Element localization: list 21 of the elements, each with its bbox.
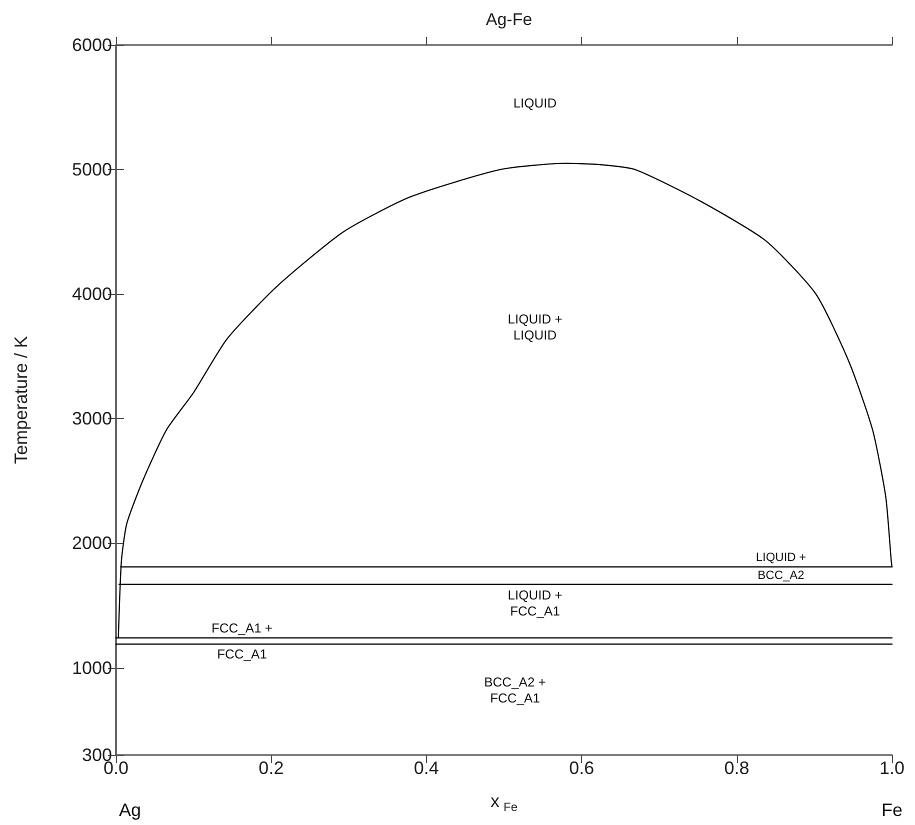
annotation: BCC_A2 + FCC_A1 (484, 674, 546, 706)
y-tick-label: 4000 (72, 284, 112, 304)
annotation: LIQUID + FCC_A1 (508, 588, 562, 618)
annotation: LIQUID + BCC_A2 (756, 550, 806, 582)
text: Fe (881, 800, 903, 820)
x-tick-label: 0.2 (258, 758, 284, 778)
x-tick-label: 0.4 (414, 758, 439, 778)
annotation: LIQUID (513, 96, 557, 110)
y-tick-label: 1000 (72, 658, 112, 678)
y-tick-label: 2000 (72, 533, 112, 554)
annotation: LIQUID + LIQUID (508, 312, 562, 342)
y-tick-label: 6000 (72, 35, 112, 55)
text: Ag (118, 800, 142, 820)
chart-title: Ag-Fe (486, 10, 532, 29)
annotation: FCC_A1 + FCC_A1 (211, 620, 273, 662)
y-tick-label: 5000 (72, 160, 112, 180)
x-tick-label: 0.6 (569, 758, 594, 778)
x-tick-label: 1.0 (879, 758, 905, 778)
y-tick-label: 3000 (72, 408, 112, 429)
y-axis-title: Temperature / K (11, 336, 31, 464)
x-tick-label: 0.8 (724, 758, 750, 778)
